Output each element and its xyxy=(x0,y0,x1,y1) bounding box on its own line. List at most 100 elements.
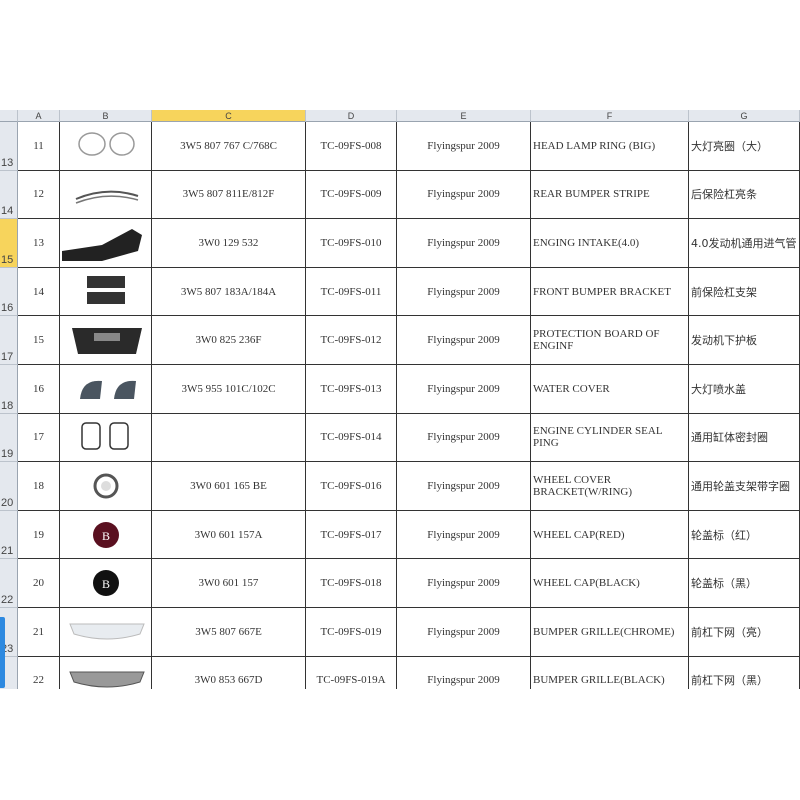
part-image-cell[interactable]: B xyxy=(60,559,152,608)
part-image-cell[interactable]: B xyxy=(60,510,152,560)
cell-A[interactable]: 22 xyxy=(18,656,60,689)
cell-F[interactable]: HEAD LAMP RING (BIG) xyxy=(531,122,689,171)
cell-G[interactable]: 前杠下网（亮） xyxy=(689,608,800,657)
cell-C[interactable]: 3W0 129 532 xyxy=(152,219,306,268)
cell-G[interactable]: 大灯喷水盖 xyxy=(689,365,800,414)
cell-G[interactable]: 轮盖标（红） xyxy=(689,510,800,560)
cell-F[interactable]: ENGING INTAKE(4.0) xyxy=(531,219,689,268)
cell-G[interactable]: 通用缸体密封圈 xyxy=(689,413,800,463)
cell-C[interactable]: 3W5 807 183A/184A xyxy=(152,267,306,317)
row-header[interactable]: 14 xyxy=(0,170,18,220)
cell-E[interactable]: Flyingspur 2009 xyxy=(397,267,531,317)
cell-E[interactable]: Flyingspur 2009 xyxy=(397,365,531,414)
row-header[interactable]: 21 xyxy=(0,510,18,560)
part-image-cell[interactable] xyxy=(60,219,152,268)
cell-C[interactable] xyxy=(152,413,306,463)
cell-F[interactable]: ENGINE CYLINDER SEAL PING xyxy=(531,413,689,463)
cell-D[interactable]: TC-09FS-018 xyxy=(306,559,397,608)
cell-A[interactable]: 13 xyxy=(18,219,60,268)
cell-C[interactable]: 3W5 807 811E/812F xyxy=(152,170,306,220)
cell-D[interactable]: TC-09FS-009 xyxy=(306,170,397,220)
cell-C[interactable]: 3W5 807 667E xyxy=(152,608,306,657)
cell-G[interactable]: 发动机下护板 xyxy=(689,316,800,365)
column-header-E[interactable]: E xyxy=(397,110,531,122)
part-image-cell[interactable] xyxy=(60,267,152,317)
cell-E[interactable]: Flyingspur 2009 xyxy=(397,462,531,511)
part-image-cell[interactable] xyxy=(60,608,152,657)
cell-D[interactable]: TC-09FS-008 xyxy=(306,122,397,171)
row-header[interactable]: 16 xyxy=(0,267,18,317)
cell-A[interactable]: 17 xyxy=(18,413,60,463)
cell-C[interactable]: 3W5 807 767 C/768C xyxy=(152,122,306,171)
cell-G[interactable]: 4.0发动机通用进气管 xyxy=(689,219,800,268)
cell-F[interactable]: WATER COVER xyxy=(531,365,689,414)
cell-G[interactable]: 后保险杠亮条 xyxy=(689,170,800,220)
cell-D[interactable]: TC-09FS-013 xyxy=(306,365,397,414)
row-header[interactable]: 22 xyxy=(0,559,18,608)
cell-C[interactable]: 3W0 825 236F xyxy=(152,316,306,365)
cell-F[interactable]: BUMPER GRILLE(BLACK) xyxy=(531,656,689,689)
cell-F[interactable]: BUMPER GRILLE(CHROME) xyxy=(531,608,689,657)
cell-E[interactable]: Flyingspur 2009 xyxy=(397,656,531,689)
part-image-cell[interactable] xyxy=(60,316,152,365)
cell-F[interactable]: WHEEL CAP(RED) xyxy=(531,510,689,560)
column-header-A[interactable]: A xyxy=(18,110,60,122)
row-header[interactable]: 18 xyxy=(0,365,18,414)
cell-F[interactable]: REAR BUMPER STRIPE xyxy=(531,170,689,220)
cell-A[interactable]: 21 xyxy=(18,608,60,657)
part-image-cell[interactable] xyxy=(60,462,152,511)
cell-D[interactable]: TC-09FS-016 xyxy=(306,462,397,511)
cell-D[interactable]: TC-09FS-012 xyxy=(306,316,397,365)
cell-G[interactable]: 前保险杠支架 xyxy=(689,267,800,317)
cell-E[interactable]: Flyingspur 2009 xyxy=(397,413,531,463)
column-header-G[interactable]: G xyxy=(689,110,800,122)
cell-G[interactable]: 通用轮盖支架带字圈 xyxy=(689,462,800,511)
cell-D[interactable]: TC-09FS-010 xyxy=(306,219,397,268)
cell-E[interactable]: Flyingspur 2009 xyxy=(397,510,531,560)
row-header[interactable]: 17 xyxy=(0,316,18,365)
cell-F[interactable]: WHEEL COVER BRACKET(W/RING) xyxy=(531,462,689,511)
cell-F[interactable]: FRONT BUMPER BRACKET xyxy=(531,267,689,317)
select-all-corner[interactable] xyxy=(0,110,18,122)
cell-E[interactable]: Flyingspur 2009 xyxy=(397,559,531,608)
cell-D[interactable]: TC-09FS-019 xyxy=(306,608,397,657)
row-header[interactable]: 15 xyxy=(0,219,18,268)
row-header[interactable]: 19 xyxy=(0,413,18,463)
cell-E[interactable]: Flyingspur 2009 xyxy=(397,170,531,220)
cell-C[interactable]: 3W0 601 157 xyxy=(152,559,306,608)
cell-D[interactable]: TC-09FS-017 xyxy=(306,510,397,560)
cell-A[interactable]: 19 xyxy=(18,510,60,560)
column-header-F[interactable]: F xyxy=(531,110,689,122)
cell-E[interactable]: Flyingspur 2009 xyxy=(397,122,531,171)
row-header[interactable]: 13 xyxy=(0,122,18,171)
part-image-cell[interactable] xyxy=(60,656,152,689)
cell-C[interactable]: 3W5 955 101C/102C xyxy=(152,365,306,414)
part-image-cell[interactable] xyxy=(60,413,152,463)
cell-E[interactable]: Flyingspur 2009 xyxy=(397,219,531,268)
cell-G[interactable]: 大灯亮圈（大） xyxy=(689,122,800,171)
side-tab[interactable] xyxy=(0,617,5,688)
cell-D[interactable]: TC-09FS-019A xyxy=(306,656,397,689)
cell-C[interactable]: 3W0 853 667D xyxy=(152,656,306,689)
row-header[interactable]: 20 xyxy=(0,462,18,511)
cell-A[interactable]: 11 xyxy=(18,122,60,171)
cell-F[interactable]: PROTECTION BOARD OF ENGINF xyxy=(531,316,689,365)
cell-F[interactable]: WHEEL CAP(BLACK) xyxy=(531,559,689,608)
cell-E[interactable]: Flyingspur 2009 xyxy=(397,316,531,365)
cell-A[interactable]: 16 xyxy=(18,365,60,414)
cell-D[interactable]: TC-09FS-014 xyxy=(306,413,397,463)
cell-D[interactable]: TC-09FS-011 xyxy=(306,267,397,317)
cell-A[interactable]: 14 xyxy=(18,267,60,317)
cell-E[interactable]: Flyingspur 2009 xyxy=(397,608,531,657)
part-image-cell[interactable] xyxy=(60,122,152,171)
column-header-D[interactable]: D xyxy=(306,110,397,122)
cell-C[interactable]: 3W0 601 165 BE xyxy=(152,462,306,511)
column-header-C[interactable]: C xyxy=(152,110,306,122)
cell-G[interactable]: 前杠下网（黑） xyxy=(689,656,800,689)
cell-A[interactable]: 20 xyxy=(18,559,60,608)
column-header-B[interactable]: B xyxy=(60,110,152,122)
cell-G[interactable]: 轮盖标（黑） xyxy=(689,559,800,608)
cell-A[interactable]: 15 xyxy=(18,316,60,365)
part-image-cell[interactable] xyxy=(60,365,152,414)
cell-C[interactable]: 3W0 601 157A xyxy=(152,510,306,560)
